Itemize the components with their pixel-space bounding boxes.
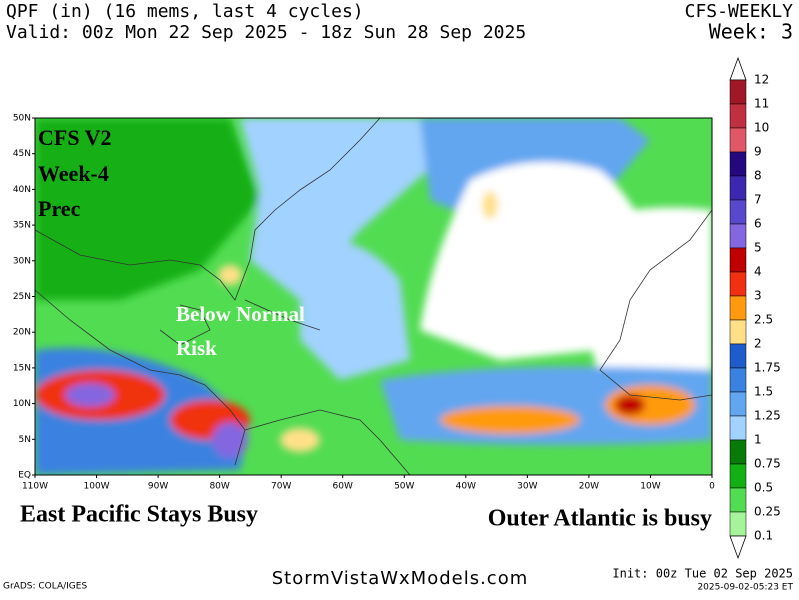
bottom-right-annotation: Outer Atlantic is busy [488,506,712,532]
lat-label: 20N [13,328,31,338]
corner-annotation: Week-4 [38,161,109,186]
bottom-left-annotation: East Pacific Stays Busy [20,502,258,528]
colorbar-label: 0.25 [754,505,781,519]
lon-label: 10W [640,482,660,492]
colorbar-label: 4 [754,265,762,279]
colorbar-label: 5 [754,241,762,255]
center-annotation: Risk [176,336,217,360]
lat-label: 15N [13,363,31,373]
lon-label: 30W [517,482,537,492]
lon-label: 60W [333,482,353,492]
lon-label: 40W [456,482,476,492]
colorbar-bottom-arrow [729,535,747,560]
colorbar-swatch [729,391,747,417]
colorbar-label: 1 [754,433,762,447]
colorbar-swatch [729,487,747,513]
colorbar-label: 1.5 [754,385,773,399]
colorbar-swatch [729,223,747,249]
center-annotation: Below Normal [176,302,305,326]
lon-label: 90W [148,482,168,492]
colorbar-swatch [729,319,747,345]
week-label: Week: 3 [709,20,793,44]
colorbar-label: 1.75 [754,361,781,375]
colorbar: 12 11 10 9 8 7 6 5 4 3 2.5 2 1.75 1.5 1.25 1 0.75 0.5 0.25… [729,56,781,560]
colorbar-swatch [729,247,747,273]
colorbar-swatch [729,127,747,153]
lat-label: EQ [18,471,31,481]
colorbar-swatch [729,463,747,489]
source-label: GrADS: COLA/IGES [3,582,87,592]
colorbar-top-arrow [729,56,747,81]
model-name: CFS-WEEKLY [685,1,794,22]
colorbar-label: 0.1 [754,529,773,543]
lon-label: 110W [22,482,48,492]
colorbar-swatch [729,511,747,537]
colorbar-label: 6 [754,217,762,231]
site-label: StormVistaWxModels.com [272,568,529,589]
colorbar-label: 0.75 [754,457,781,471]
lon-label: 80W [209,482,229,492]
init-label: Init: 00z Tue 02 Sep 2025 [612,567,793,581]
corner-annotation: CFS V2 [38,125,112,150]
corner-annotation: Prec [38,196,81,221]
colorbar-label: 10 [754,121,769,135]
lat-label: 35N [13,221,31,231]
lat-label: 50N [13,114,31,124]
colorbar-label: 12 [754,73,769,87]
lat-label: 25N [13,292,31,302]
lon-label: 70W [271,482,291,492]
colorbar-label: 2.5 [754,313,773,327]
colorbar-swatch [729,367,747,393]
colorbar-label: 9 [754,145,762,159]
colorbar-swatch [729,151,747,177]
lat-label: 5N [19,435,31,445]
colorbar-swatch [729,199,747,225]
precip-field [35,118,712,475]
colorbar-swatch [729,343,747,369]
colorbar-label: 7 [754,193,762,207]
colorbar-swatch [729,271,747,297]
colorbar-swatch [729,415,747,441]
colorbar-label: 1.25 [754,409,781,423]
lon-label: 20W [579,482,599,492]
colorbar-label: 8 [754,169,762,183]
title-line-1: QPF (in) (16 mems, last 4 cycles) [6,1,364,22]
colorbar-label: 0.5 [754,481,773,495]
colorbar-label: 3 [754,289,762,303]
colorbar-swatch [729,295,747,321]
colorbar-swatch [729,79,747,105]
colorbar-swatch [729,103,747,129]
lat-label: 40N [13,185,31,195]
colorbar-swatch [729,439,747,465]
title-line-2: Valid: 00z Mon 22 Sep 2025 - 18z Sun 28 … [6,22,526,43]
lat-label: 45N [13,149,31,159]
lat-label: 10N [13,399,31,409]
colorbar-label: 2 [754,337,762,351]
colorbar-swatch [729,175,747,201]
lat-label: 30N [13,256,31,266]
lon-label: 50W [394,482,414,492]
colorbar-label: 11 [754,97,769,111]
lon-label: 0 [709,482,715,492]
timestamp-label: 2025-09-02-05:23 ET [697,583,793,593]
lon-label: 100W [84,482,110,492]
